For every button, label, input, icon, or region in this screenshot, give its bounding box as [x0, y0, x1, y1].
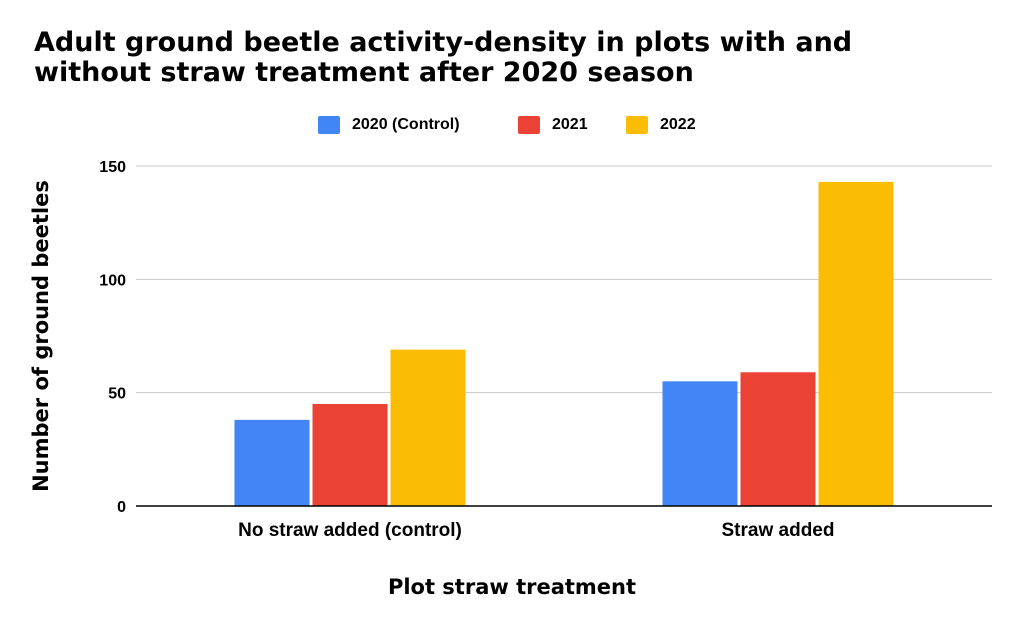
chart-title: Adult ground beetle activity-density in … — [34, 28, 1004, 88]
legend-label-2022: 2022 — [660, 116, 696, 133]
y-tick-label-150: 150 — [99, 159, 126, 176]
x-tick-label-2: Straw added — [722, 520, 835, 541]
bar-2020-control-straw — [662, 381, 738, 506]
legend-swatch-2020 — [318, 116, 340, 134]
chart-title-line-1: Adult ground beetle activity-density in … — [34, 27, 853, 58]
legend-swatch-2021 — [518, 116, 540, 134]
x-axis-label: Plot straw treatment — [387, 575, 637, 599]
legend-item-2022: 2022 — [626, 114, 696, 136]
bar-2022-straw — [818, 181, 894, 506]
legend-swatch-2022 — [626, 116, 648, 134]
y-tick-label-50: 50 — [108, 386, 126, 403]
legend-label-2021: 2021 — [552, 116, 588, 133]
y-tick-label-100: 100 — [99, 272, 126, 289]
legend-item-2021: 2021 — [518, 114, 588, 136]
legend: 2020 (Control) 2021 2022 — [0, 114, 1024, 136]
legend-item-2020: 2020 (Control) — [318, 114, 460, 136]
x-tick-label-1: No straw added (control) — [238, 520, 462, 541]
chart-title-line-2: without straw treatment after 2020 seaso… — [34, 57, 694, 88]
bar-2021-no-straw — [312, 404, 388, 506]
bar-2022-no-straw — [390, 349, 466, 506]
bar-2020-control-no-straw — [234, 419, 310, 506]
y-tick-label-0: 0 — [117, 499, 126, 516]
bar-2021-straw — [740, 372, 816, 506]
legend-label-2020: 2020 (Control) — [352, 116, 460, 133]
